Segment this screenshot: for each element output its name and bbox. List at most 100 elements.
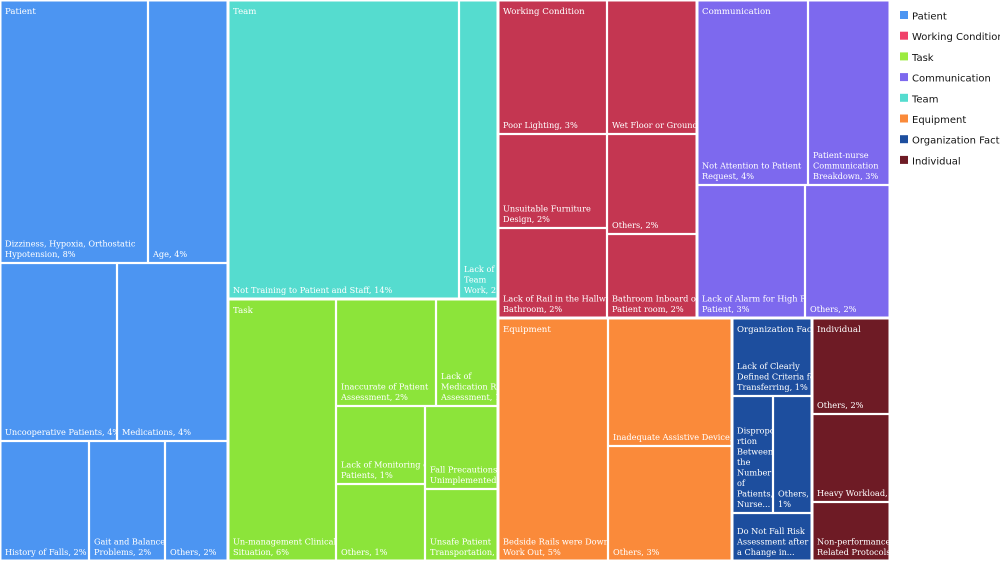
group-label-patient: Patient — [5, 7, 36, 17]
group-label-team: Team — [233, 7, 256, 17]
group-task: Un-management Clinical Situation, 6% Inacc… — [227, 298, 515, 561]
legend-label-individual: Individual — [912, 156, 961, 167]
group-patient: Dizziness, Hypoxia, Orthostatic Hypotensi… — [0, 0, 229, 561]
legend-label-task: Task — [911, 53, 934, 64]
treemap-cell-label: Gait and Balance Problems, 2% — [94, 537, 165, 558]
treemap-cell-individual — [811, 317, 891, 415]
treemap-cell-task — [335, 405, 426, 485]
treemap-cell-label: Unsafe Patient Transportation, 1% — [430, 537, 511, 558]
treemap-cell-label: Bathroom Inboard of Patient room, 2% — [612, 294, 700, 315]
treemap-cell-label: Bedside Rails were Down/Work Out, 5% — [503, 537, 612, 558]
treemap-cell-equipment — [497, 317, 609, 561]
treemap-cell-label: Age, 4% — [152, 249, 187, 259]
treemap-cell-organization-factor — [772, 395, 813, 514]
treemap-cell-patient — [116, 262, 229, 442]
treemap-cell-individual — [811, 413, 891, 503]
treemap-cell-communication — [696, 0, 809, 186]
legend-swatch-organization-factor — [900, 135, 908, 144]
legend: Patient Working Condition Task Communicatio… — [900, 11, 1000, 167]
treemap-cell-team — [227, 0, 460, 300]
treemap-cell-label: History of Falls, 2% — [5, 547, 87, 557]
group-organization-factor: Lack of Clearly Defined Criteria for Trans… — [731, 317, 825, 561]
treemap-cell-label: Others, 1% — [778, 489, 809, 510]
treemap-cell-communication — [804, 184, 891, 319]
group-communication: Not Attention to Patient Request, 4% Patie… — [696, 0, 891, 319]
treemap-cell-label: Wet Floor or Ground, 2% — [612, 120, 716, 130]
treemap-cell-label: Patient-nurse Communication Breakdown, 3% — [813, 150, 879, 181]
legend-swatch-equipment — [900, 114, 908, 123]
treemap-cell-organization-factor — [731, 395, 774, 514]
treemap-cell-patient — [0, 440, 90, 561]
treemap-cell-task — [435, 298, 499, 407]
treemap-cell-label: Un-management Clinical Situation, 6% — [233, 537, 336, 558]
treemap-cell-label: Lack of Clearly Defined Criteria for Trans… — [737, 361, 819, 392]
legend-swatch-patient — [900, 11, 908, 19]
treemap-cell-label: Others, 2% — [810, 304, 857, 314]
treemap-cell-team — [458, 0, 499, 300]
group-label-working-condition: Working Condition — [503, 7, 585, 17]
group-individual: Others, 2% Heavy Workload, 1% Non-performa… — [811, 317, 909, 561]
legend-label-team: Team — [911, 94, 938, 105]
treemap-cell-working-condition — [606, 0, 698, 135]
legend-swatch-team — [900, 93, 908, 102]
treemap-cell-patient — [147, 0, 229, 264]
treemap-cell-label: Inaccurate of Patient Assessment, 2% — [340, 382, 429, 403]
treemap-cell-label: Medications, 4% — [122, 427, 191, 437]
treemap-cell-label: Lack of Alarm for High Risk Patient, 3% — [702, 294, 819, 315]
treemap-cell-equipment — [607, 317, 733, 447]
treemap-cell-label: Uncooperative Patients, 4% — [5, 427, 120, 437]
treemap-cell-label: Others, 1% — [341, 547, 388, 557]
group-label-organization-factor: Organization Factor — [737, 325, 825, 335]
treemap-cell-working-condition — [606, 233, 698, 319]
legend-swatch-communication — [900, 73, 908, 82]
treemap-cell-label: Lack of Medication Risk Assessment, 1% — [440, 371, 509, 402]
treemap-cell-label: Inadequate Assistive Device, 3% — [613, 432, 748, 442]
treemap-cell-organization-factor — [731, 317, 813, 397]
treemap-cell-task — [335, 483, 426, 561]
legend-label-equipment: Equipment — [912, 115, 966, 126]
treemap-cell-label: Fall Precautions Unimplemented, 1% — [430, 465, 515, 486]
treemap-cell-label: Lack of Team Work, 2% — [464, 264, 504, 295]
treemap-cell-label: Others, 2% — [817, 400, 864, 410]
treemap-cell-label: Not Attention to Patient Request, 4% — [702, 161, 802, 182]
group-working-condition: Poor Lighting, 3% Wet Floor or Ground, 2%… — [497, 0, 716, 319]
group-label-task: Task — [233, 306, 254, 316]
treemap-cell-patient — [0, 262, 118, 442]
treemap-cell-label: Do Not Fall Risk Assessment after a Change… — [736, 526, 808, 557]
treemap-cell-label: Lack of Monitoring of Patients, 1% — [341, 460, 432, 481]
treemap-cell-communication — [696, 184, 806, 319]
treemap-cell-label: Heavy Workload, 1% — [817, 488, 903, 498]
legend-label-communication: Communication — [912, 74, 991, 85]
treemap-cell-patient — [164, 440, 229, 561]
legend-label-organization-factor: Organization Factor — [912, 136, 1000, 147]
group-equipment: Bedside Rails were Down/Work Out, 5% Inad… — [497, 317, 748, 561]
treemap-cell-label: Others, 3% — [613, 547, 660, 557]
treemap-cell-communication — [807, 0, 891, 186]
treemap-cell-equipment — [607, 445, 733, 561]
legend-swatch-working-condition — [900, 31, 908, 40]
treemap-cell-label: Non-performance Related Protocols, 1% — [817, 537, 909, 558]
legend-swatch-individual — [900, 155, 908, 164]
treemap-cell-working-condition — [606, 133, 698, 235]
legend-label-working-condition: Working Condition — [912, 32, 1000, 43]
group-label-equipment: Equipment — [503, 325, 551, 335]
legend-swatch-task — [900, 52, 908, 61]
legend-label-patient: Patient — [912, 12, 947, 23]
treemap-cell-label: Others, 2% — [170, 547, 217, 557]
treemap-cell-label: Not Training to Patient and Staff, 14% — [233, 285, 393, 295]
treemap-cell-label: Others, 2% — [612, 220, 659, 230]
group-label-individual: Individual — [817, 325, 861, 335]
treemap-cell-working-condition — [497, 0, 608, 135]
treemap-cell-label: Poor Lighting, 3% — [503, 120, 578, 130]
treemap-cell-label: Unsuitable Furniture Design, 2% — [503, 204, 591, 225]
treemap-cell-task — [227, 298, 337, 561]
treemap-cell-patient — [88, 440, 166, 561]
group-label-communication: Communication — [702, 7, 771, 17]
treemap-cell-patient — [0, 0, 149, 264]
group-team: Not Training to Patient and Staff, 14% La… — [227, 0, 504, 300]
treemap-cell-label: Dispropo-rtion Between the Number of Patients… — [737, 426, 778, 510]
treemap-cell-label: Dizziness, Hypoxia, Orthostatic Hypotensi… — [5, 239, 136, 260]
treemap-cell-label: Lack of Rail in the Hallway or Bathroom, … — [503, 294, 627, 315]
treemap-cell-working-condition — [497, 133, 608, 229]
